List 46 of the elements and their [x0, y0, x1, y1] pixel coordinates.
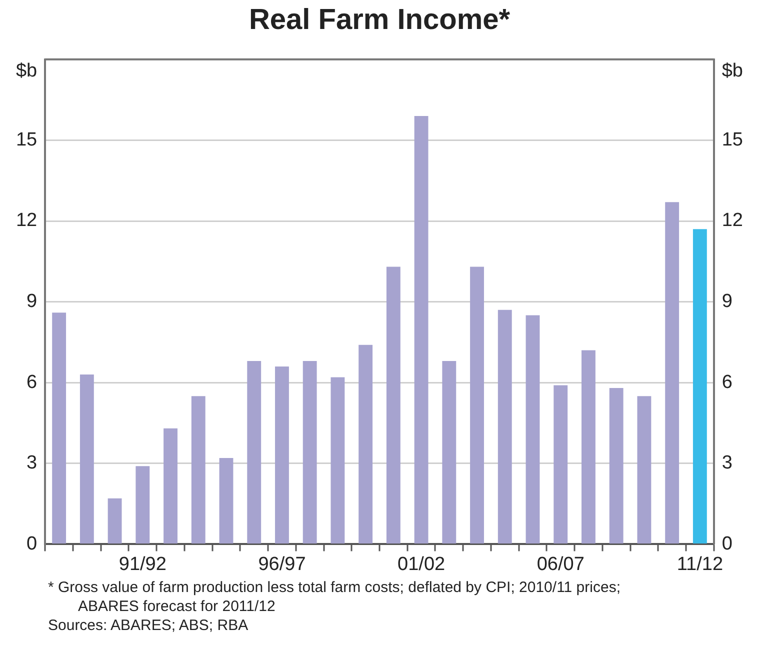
- x-tick-label: 91/92: [118, 554, 166, 575]
- bar: [164, 428, 178, 544]
- bar: [414, 116, 428, 544]
- bar: [498, 310, 512, 544]
- y2-tick-label: 0: [722, 533, 732, 554]
- y2-tick-label: 12: [722, 210, 744, 232]
- y2-tick-label: 15: [722, 129, 744, 150]
- bar: [637, 396, 652, 544]
- bar: [136, 466, 150, 544]
- x-tick-label: 11/12: [676, 554, 724, 575]
- bar: [108, 498, 122, 544]
- bar: [191, 396, 206, 544]
- bar: [52, 312, 66, 544]
- y-tick-label: 15: [16, 129, 38, 150]
- bar: [470, 266, 484, 544]
- bar: [80, 374, 94, 544]
- x-tick-label: 96/97: [258, 554, 306, 575]
- y-axis-title: $b: [16, 60, 38, 82]
- bar: [665, 202, 680, 544]
- bar: [609, 388, 624, 544]
- y2-tick-label: 6: [722, 372, 732, 393]
- bar: [554, 385, 568, 544]
- bar: [692, 229, 707, 544]
- bar: [302, 361, 317, 544]
- y-tick-label: 0: [26, 533, 38, 554]
- bar: [442, 361, 456, 544]
- bar: [330, 377, 345, 544]
- bar: [526, 315, 540, 544]
- source-note: Sources: ABARES; ABS; RBA: [48, 616, 250, 635]
- x-tick-label: 01/02: [398, 554, 446, 575]
- chart-title: Real Farm Income*: [248, 4, 512, 38]
- bar: [582, 350, 596, 544]
- y-tick-label: 12: [16, 210, 38, 232]
- y2-tick-label: 3: [722, 452, 732, 474]
- bar: [386, 266, 400, 544]
- bar: [247, 361, 262, 544]
- bar: [358, 344, 373, 544]
- x-tick-label: 06/07: [536, 554, 584, 575]
- y-tick-label: 3: [26, 452, 38, 474]
- y-tick-label: 6: [26, 372, 38, 393]
- y2-axis-title: $b: [722, 60, 744, 82]
- y-tick-label: 9: [26, 291, 38, 312]
- bar: [275, 366, 289, 544]
- bar: [219, 458, 234, 544]
- y2-tick-label: 9: [722, 291, 732, 312]
- text: * Gross value of farm production less total farm costs; deflated by CPI; 2010/11 prices; ABARES forecast for 2011/12: [48, 578, 622, 616]
